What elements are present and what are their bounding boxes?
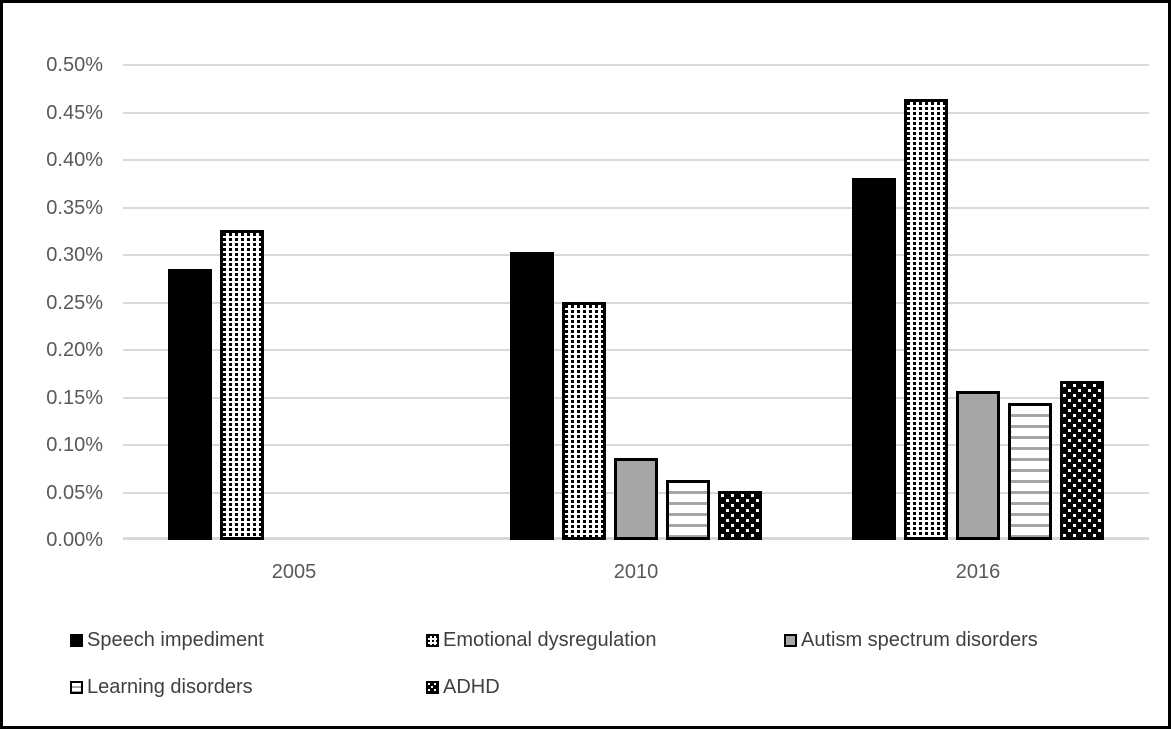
legend-label: Learning disorders: [87, 675, 253, 698]
gridline: [123, 396, 1149, 399]
gridline: [123, 206, 1149, 209]
y-tick-label: 0.40%: [46, 149, 103, 171]
gridline: [123, 349, 1149, 351]
gridline: [123, 64, 1149, 66]
x-tick-label: 2010: [613, 561, 659, 583]
bar-autism-spectrum-disorders-2010: [614, 458, 658, 540]
emotional-legend-marker-icon: [426, 633, 439, 647]
y-tick-label: 0.00%: [46, 529, 103, 551]
bar-learning-disorders-2016: [1008, 403, 1052, 540]
legend-label: Emotional dysregulation: [443, 628, 657, 651]
gridline: [123, 159, 1149, 161]
y-tick-label: 0.05%: [46, 481, 103, 504]
gridline: [123, 301, 1149, 304]
bar-emotional-dysregulation-2010: [562, 302, 606, 540]
legend-item-speech-impediment: Speech impediment: [70, 627, 264, 653]
bar-speech-impediment-2016: [852, 178, 896, 540]
legend-label: Speech impediment: [87, 628, 264, 651]
y-tick-label: 0.20%: [46, 339, 103, 361]
bar-adhd-2010: [718, 491, 762, 540]
bar-autism-spectrum-disorders-2016: [956, 391, 1000, 540]
autism-legend-marker-icon: [784, 633, 797, 647]
speech-legend-marker-icon: [70, 633, 83, 647]
legend-item-emotional-dysregulation: Emotional dysregulation: [426, 627, 656, 653]
y-tick-label: 0.10%: [46, 434, 103, 456]
gridline: [123, 254, 1149, 256]
y-tick-label: 0.25%: [46, 291, 103, 314]
legend-item-learning-disorders: Learning disorders: [70, 674, 253, 700]
adhd-legend-marker-icon: [426, 680, 439, 694]
legend-label: ADHD: [443, 675, 500, 698]
learning-legend-marker-icon: [70, 680, 83, 694]
legend-item-autism-spectrum-disorders: Autism spectrum disorders: [784, 627, 1038, 653]
legend-label: Autism spectrum disorders: [801, 628, 1038, 651]
y-tick-label: 0.50%: [46, 54, 103, 76]
bar-emotional-dysregulation-2005: [220, 230, 264, 540]
y-tick-label: 0.30%: [46, 244, 103, 266]
bar-learning-disorders-2010: [666, 480, 710, 540]
x-tick-label: 2016: [955, 561, 1001, 583]
x-tick-label: 2005: [271, 561, 317, 583]
legend-item-adhd: ADHD: [426, 674, 500, 700]
plot-area: [123, 64, 1149, 540]
bar-speech-impediment-2005: [168, 269, 212, 540]
gridline: [123, 111, 1149, 114]
y-tick-label: 0.15%: [46, 386, 103, 409]
bar-speech-impediment-2010: [510, 252, 554, 540]
y-tick-label: 0.35%: [46, 196, 103, 219]
bar-adhd-2016: [1060, 381, 1104, 540]
bar-emotional-dysregulation-2016: [904, 99, 948, 540]
y-tick-label: 0.45%: [46, 101, 103, 124]
gridline: [123, 444, 1149, 446]
